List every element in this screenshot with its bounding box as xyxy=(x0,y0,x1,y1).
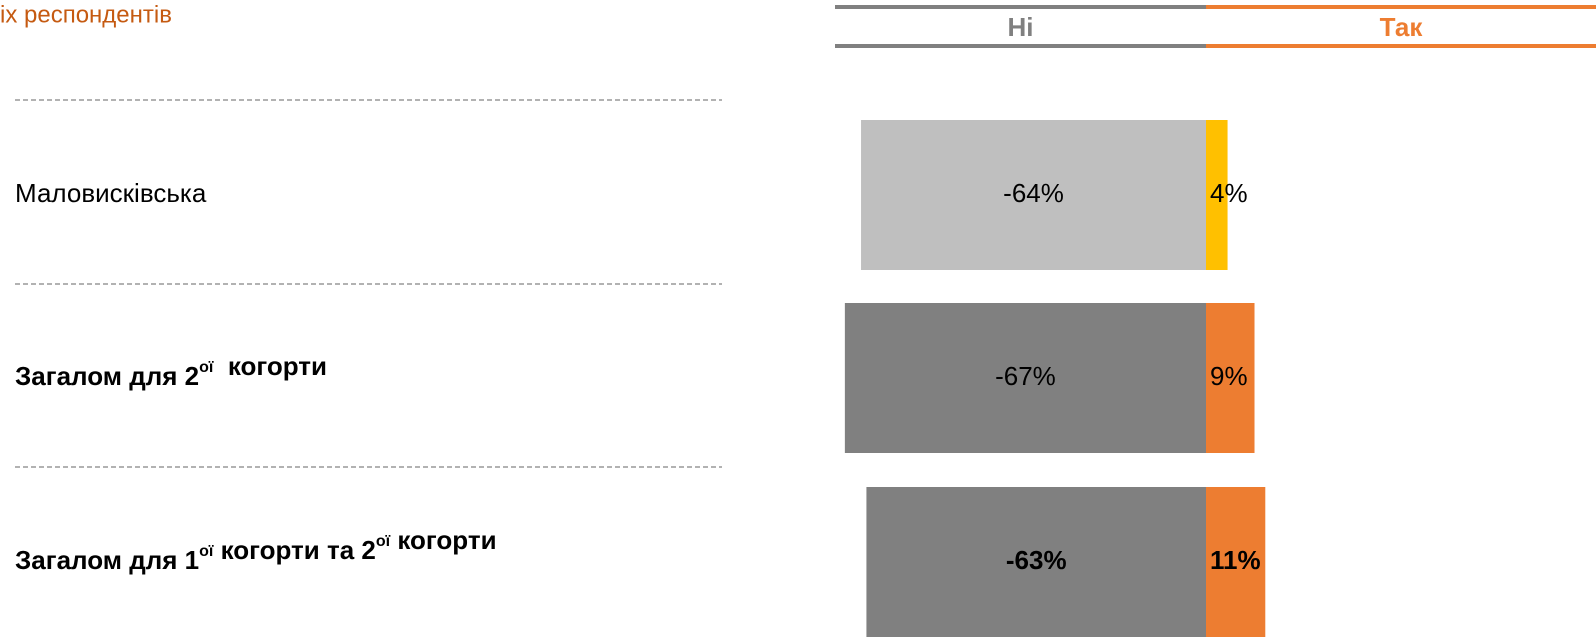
text: когорти xyxy=(213,351,327,381)
value-label: 4% xyxy=(1210,178,1248,208)
row-label: Загалом для 2ої когорти xyxy=(15,351,327,391)
bar xyxy=(1206,487,1266,637)
row-label: Маловисківська xyxy=(15,178,207,208)
text: когорти та 2 xyxy=(213,535,376,565)
row-label: Загалом для 1ої когорти та 2ої когорти xyxy=(15,525,497,575)
text: Загалом для 2 xyxy=(15,361,199,391)
value-label: -63% xyxy=(1006,545,1067,575)
superscript: ої xyxy=(199,359,214,376)
value-label: -67% xyxy=(995,361,1056,391)
text: Маловисківська xyxy=(15,178,207,208)
bar xyxy=(866,487,1206,637)
bar xyxy=(1206,120,1228,270)
value-label: -64% xyxy=(1003,178,1064,208)
superscript: ої xyxy=(376,533,391,550)
chart-title: іх респондентів xyxy=(0,1,172,28)
text: Загалом для 1 xyxy=(15,545,199,575)
value-label: 9% xyxy=(1210,361,1248,391)
bar xyxy=(1206,303,1255,453)
legend-label: Ні xyxy=(1008,12,1034,42)
superscript: ої xyxy=(199,543,214,560)
bar xyxy=(861,120,1206,270)
value-label: 11% xyxy=(1210,545,1261,575)
bar xyxy=(844,303,1206,453)
text: когорти xyxy=(390,525,496,555)
legend-label: Так xyxy=(1380,12,1424,42)
